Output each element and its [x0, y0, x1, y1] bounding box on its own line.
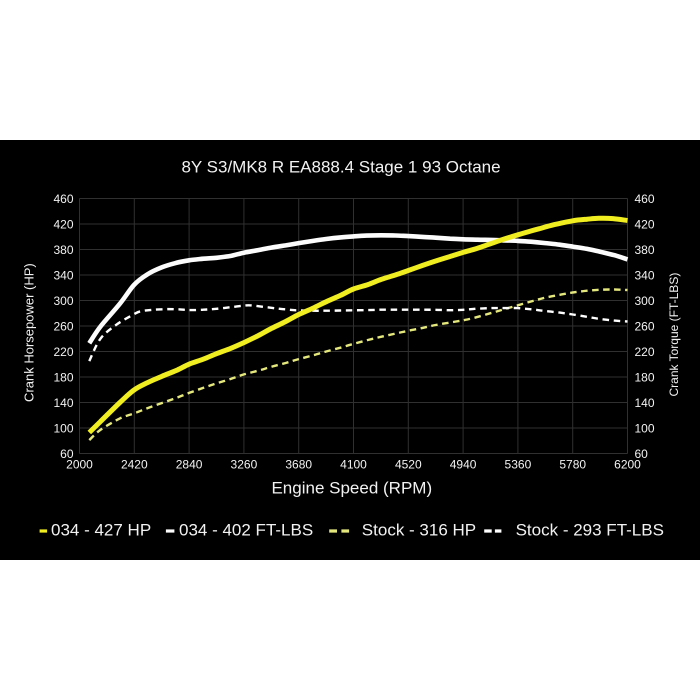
- svg-text:180: 180: [635, 370, 655, 384]
- svg-text:034 - 427 HP: 034 - 427 HP: [51, 521, 151, 540]
- svg-text:5780: 5780: [559, 458, 586, 472]
- svg-text:6200: 6200: [614, 458, 641, 472]
- svg-text:340: 340: [635, 268, 655, 282]
- svg-text:420: 420: [635, 217, 655, 231]
- svg-text:340: 340: [53, 268, 73, 282]
- svg-text:2420: 2420: [121, 458, 148, 472]
- svg-text:Stock - 293 FT-LBS: Stock - 293 FT-LBS: [516, 521, 664, 540]
- svg-text:8Y S3/MK8 R EA888.4 Stage 1 93: 8Y S3/MK8 R EA888.4 Stage 1 93 Octane: [181, 158, 500, 177]
- svg-text:100: 100: [635, 421, 655, 435]
- svg-text:260: 260: [635, 319, 655, 333]
- svg-text:60: 60: [635, 447, 649, 461]
- svg-text:220: 220: [53, 345, 73, 359]
- svg-text:260: 260: [53, 319, 73, 333]
- svg-text:Stock - 316 HP: Stock - 316 HP: [362, 521, 476, 540]
- svg-text:Crank Torque (FT-LBS): Crank Torque (FT-LBS): [667, 273, 681, 397]
- svg-text:5360: 5360: [505, 458, 532, 472]
- svg-text:2000: 2000: [66, 458, 93, 472]
- svg-text:220: 220: [635, 345, 655, 359]
- svg-text:140: 140: [635, 396, 655, 410]
- svg-text:60: 60: [60, 447, 74, 461]
- svg-text:420: 420: [53, 217, 73, 231]
- svg-text:4940: 4940: [450, 458, 477, 472]
- svg-text:460: 460: [635, 192, 655, 206]
- svg-text:380: 380: [53, 243, 73, 257]
- svg-text:460: 460: [53, 192, 73, 206]
- svg-text:300: 300: [53, 294, 73, 308]
- svg-text:380: 380: [635, 243, 655, 257]
- svg-text:100: 100: [53, 421, 73, 435]
- svg-text:300: 300: [635, 294, 655, 308]
- svg-text:4100: 4100: [340, 458, 367, 472]
- svg-text:Engine Speed (RPM): Engine Speed (RPM): [271, 478, 432, 497]
- svg-text:2840: 2840: [176, 458, 203, 472]
- svg-text:Crank Horsepower (HP): Crank Horsepower (HP): [22, 263, 37, 402]
- svg-text:3680: 3680: [285, 458, 312, 472]
- svg-text:180: 180: [53, 370, 73, 384]
- svg-text:140: 140: [53, 396, 73, 410]
- svg-text:3260: 3260: [231, 458, 258, 472]
- svg-text:4520: 4520: [395, 458, 422, 472]
- svg-text:034 - 402 FT-LBS: 034 - 402 FT-LBS: [179, 521, 313, 540]
